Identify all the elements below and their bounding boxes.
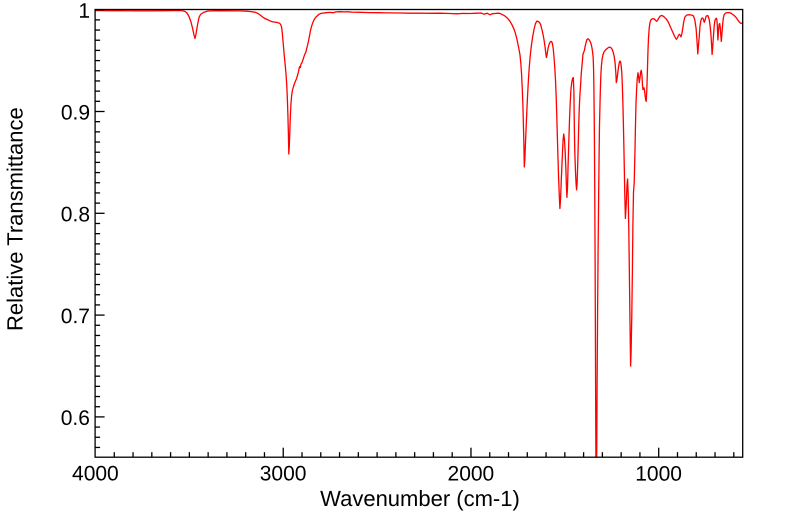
svg-text:1: 1 [78,0,90,23]
svg-text:4000: 4000 [72,462,119,485]
svg-text:Relative Transmittance: Relative Transmittance [3,107,28,331]
svg-text:0.6: 0.6 [61,407,90,430]
svg-text:0.8: 0.8 [61,203,90,226]
svg-text:0.7: 0.7 [61,305,90,328]
svg-text:0.9: 0.9 [61,102,90,125]
svg-text:2000: 2000 [448,463,495,486]
svg-text:3000: 3000 [260,462,307,485]
svg-text:1000: 1000 [635,463,682,486]
svg-text:Wavenumber (cm-1): Wavenumber (cm-1) [320,486,520,511]
